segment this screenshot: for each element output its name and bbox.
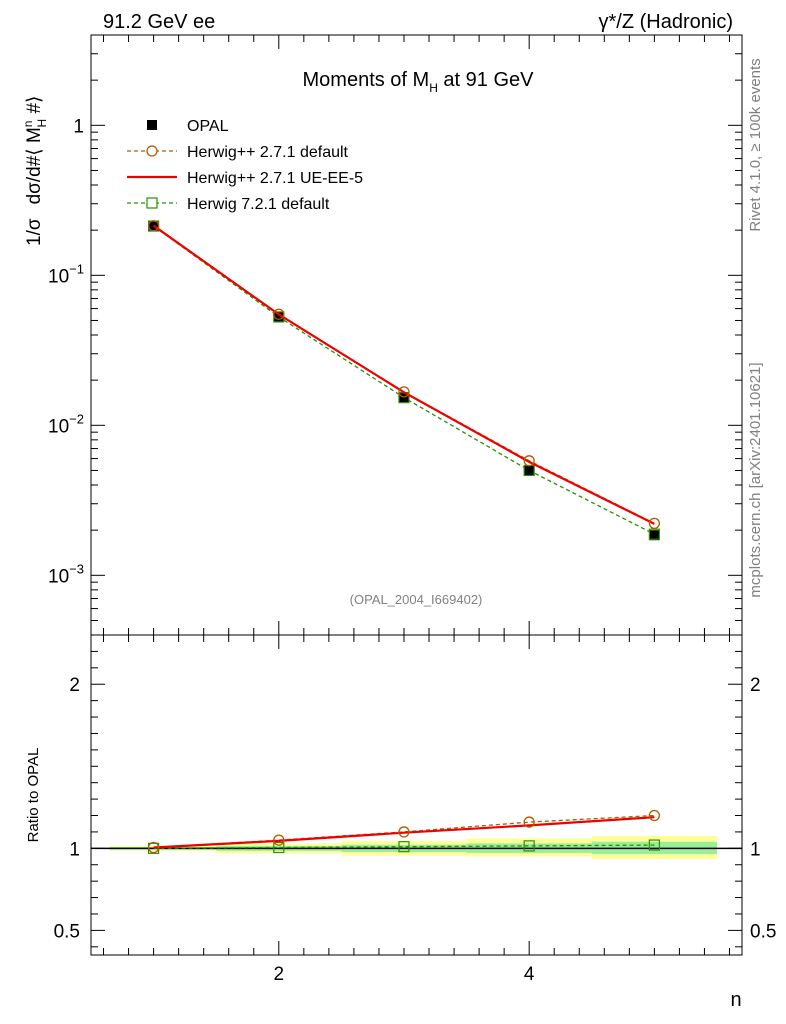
ratio-marker-herwigpp-default	[648, 809, 661, 822]
data-point-opal	[398, 393, 409, 404]
marker-herwigpp-default	[147, 220, 160, 232]
ratio-marker-herwigpp-default	[398, 826, 410, 838]
x-axis-label: n	[730, 989, 741, 1011]
y-tick-label: 10−3	[48, 561, 84, 587]
ratio-y-tick-labels: 0.5 0.5 1 1 2 2	[54, 675, 777, 942]
ratio-line-herwigpp-ueee5	[153, 816, 655, 849]
marker-herwigpp-default	[523, 455, 535, 467]
ratio-marker-herwigpp-default	[147, 841, 160, 854]
legend-label: OPAL	[187, 118, 229, 135]
marker-herwigpp-default	[398, 386, 410, 398]
header-left: 91.2 GeV ee	[103, 11, 215, 33]
series-line-herwigpp-ueee5	[152, 224, 655, 525]
marker-herwigpp-default	[273, 308, 285, 320]
ratio-y-tick-label-right: 2	[750, 675, 761, 696]
y-axis-label: 1/σdσ/d#⟨ MnH #⟩	[21, 96, 49, 246]
data-point-opal	[273, 312, 284, 323]
marker-herwig721	[648, 528, 660, 540]
legend-marker-herwigpp-default	[146, 145, 158, 157]
ratio-series-layer	[147, 809, 661, 854]
legend-label: Herwig++ 2.7.1 UE-EE-5	[187, 170, 363, 187]
side-label-mcplots: mcplots.cern.ch [arXiv:2401.10621]	[747, 362, 764, 597]
main-panel: Moments of MH at 91 GeV 1/σdσ/d#⟨ MnH #⟩…	[21, 34, 743, 636]
ratio-marker-herwig721	[273, 841, 285, 854]
ratio-marker-herwigpp-default	[273, 834, 285, 846]
series-line-herwig721	[153, 225, 655, 535]
data-point-opal	[524, 465, 535, 476]
legend-marker-herwig721	[146, 197, 158, 209]
marker-herwigpp-default	[648, 517, 661, 530]
series-line-herwigpp-default	[153, 225, 655, 524]
ratio-y-tick-label: 2	[69, 675, 80, 696]
chart-title: Moments of MH at 91 GeV	[303, 69, 535, 95]
ratio-y-tick-label-right: 1	[750, 839, 761, 860]
ratio-marker-herwig721	[523, 840, 535, 852]
data-point-opal	[649, 530, 660, 541]
ratio-axis-ticks	[91, 635, 742, 955]
ratio-y-axis-label: Ratio to OPAL	[25, 748, 42, 843]
ratio-marker-herwig721	[648, 839, 660, 851]
y-tick-label: 10−2	[48, 411, 84, 437]
ratio-marker-herwig721	[398, 841, 410, 853]
y-tick-label: 10−1	[48, 261, 84, 287]
legend-label: Herwig++ 2.7.1 default	[187, 144, 349, 161]
main-y-tick-labels: 1 10−1 10−2 10−3	[48, 116, 84, 587]
legend-label: Herwig 7.2.1 default	[187, 196, 330, 213]
header-right: γ*/Z (Hadronic)	[599, 11, 733, 33]
main-axis-ticks	[91, 34, 742, 636]
ratio-y-tick-label: 0.5	[54, 921, 80, 942]
legend-marker-opal	[147, 120, 157, 130]
side-label-rivet: Rivet 4.1.0, ≥ 100k events	[747, 58, 764, 231]
ratio-plot-frame	[90, 634, 743, 956]
ratio-marker-herwigpp-default	[523, 816, 535, 828]
analysis-watermark: (OPAL_2004_I669402)	[350, 592, 483, 607]
y-tick-label: 1	[73, 116, 84, 137]
ratio-y-tick-label-right: 0.5	[750, 921, 776, 942]
ratio-y-tick-label: 1	[69, 839, 80, 860]
legend: OPAL Herwig++ 2.7.1 default Herwig++ 2.7.1…	[127, 118, 363, 213]
x-tick-label: 4	[524, 964, 535, 985]
x-tick-label: 2	[273, 964, 284, 985]
main-series-layer	[147, 220, 661, 541]
